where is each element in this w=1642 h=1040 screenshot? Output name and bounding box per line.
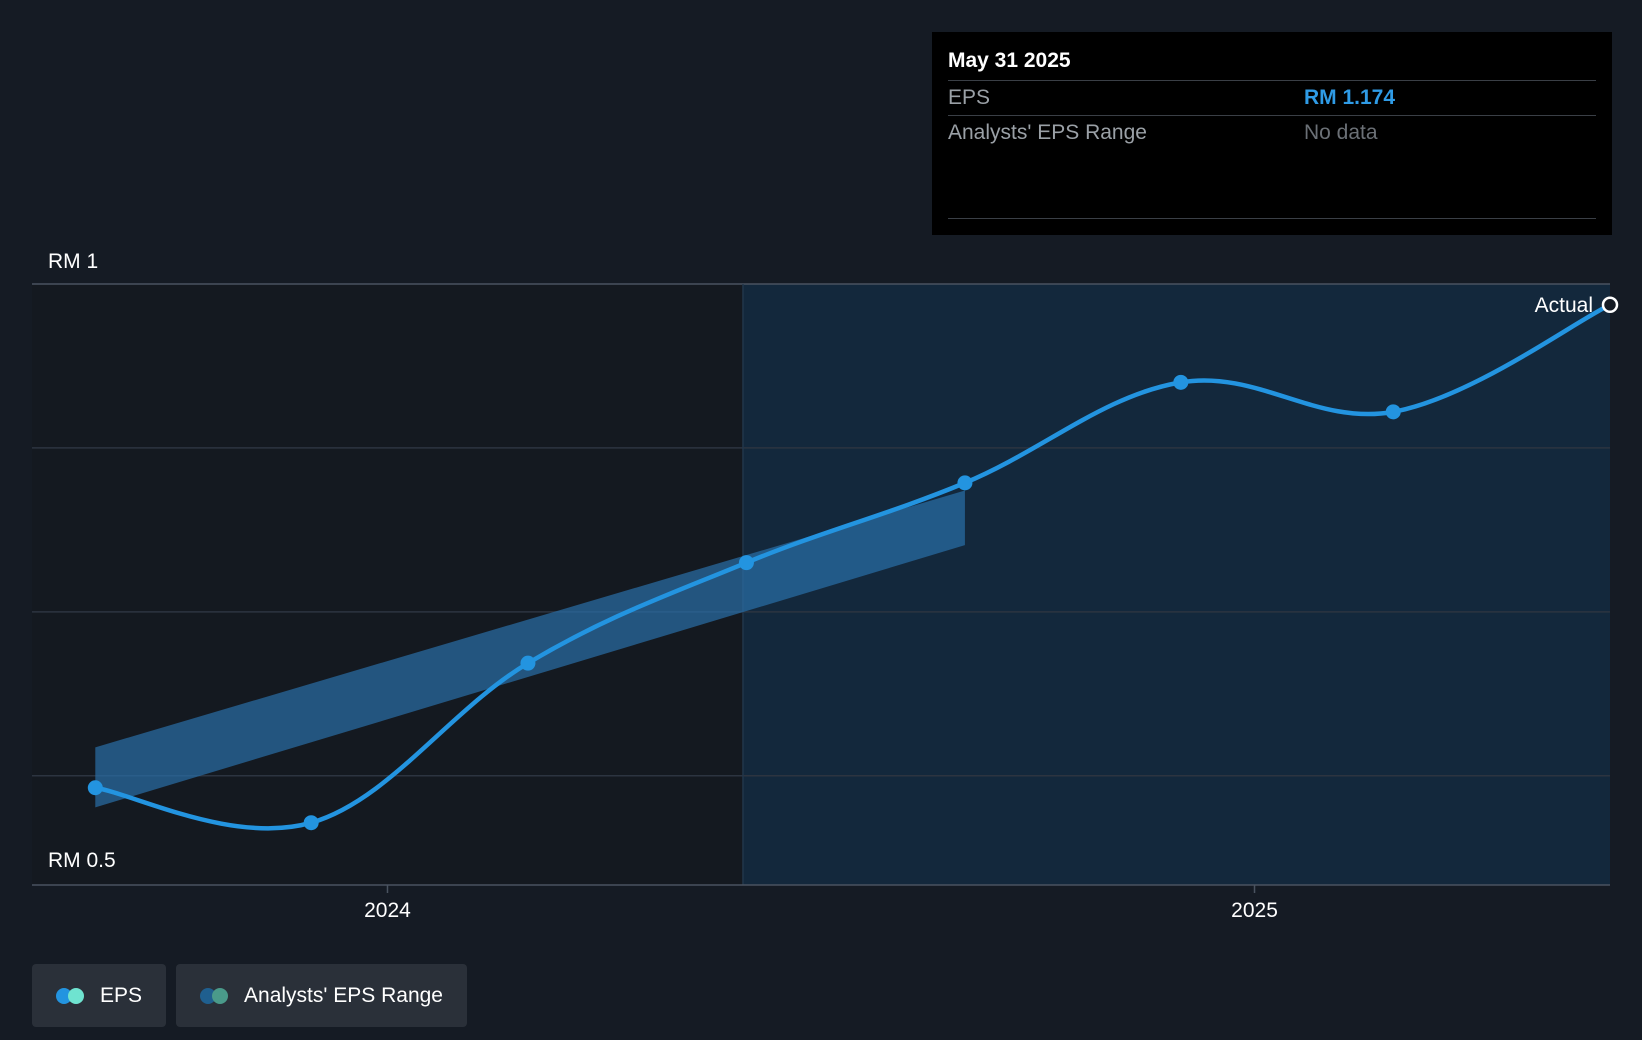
tooltip-panel: May 31 2025 EPS RM 1.174 Analysts' EPS R… xyxy=(932,32,1612,235)
legend-range-button[interactable]: Analysts' EPS Range xyxy=(176,964,467,1027)
tooltip-eps-label: EPS xyxy=(948,86,991,109)
eps-point xyxy=(957,475,973,491)
tooltip-row-eps: EPS RM 1.174 xyxy=(948,80,1596,115)
y-tick-label-bottom: RM 0.5 xyxy=(48,849,116,872)
tooltip-date: May 31 2025 xyxy=(948,49,1071,72)
eps-point-actual xyxy=(1601,296,1619,314)
forecast-region-bg xyxy=(742,284,1610,885)
legend-eps-label: EPS xyxy=(100,983,143,1007)
legend-range-label: Analysts' EPS Range xyxy=(244,983,443,1007)
x-tick-label-2024: 2024 xyxy=(364,899,411,922)
eps-series-line xyxy=(93,302,1613,831)
eps-point xyxy=(520,655,536,671)
range-legend-icon xyxy=(200,987,230,1004)
eps-point xyxy=(1173,374,1189,390)
y-tick-label-top: RM 1 xyxy=(48,250,98,273)
tooltip-range-label: Analysts' EPS Range xyxy=(948,121,1147,144)
tooltip-divider xyxy=(948,218,1596,219)
eps-point xyxy=(1385,404,1401,420)
x-tick-label-2025: 2025 xyxy=(1231,899,1278,922)
eps-data-points xyxy=(87,296,1619,831)
gridlines xyxy=(32,283,1610,777)
actual-annotation: Actual xyxy=(1535,294,1593,317)
eps-point xyxy=(87,780,103,796)
eps-legend-icon xyxy=(56,987,86,1004)
eps-point xyxy=(303,815,319,831)
tooltip-eps-value: RM 1.174 xyxy=(1304,86,1396,109)
tooltip-range-value: No data xyxy=(1304,121,1378,144)
x-axis-ticks xyxy=(386,885,1256,893)
legend: EPS Analysts' EPS Range xyxy=(32,964,467,1027)
tooltip-row-range: Analysts' EPS Range No data xyxy=(948,115,1596,150)
eps-point xyxy=(738,555,754,571)
past-region-bg xyxy=(32,284,743,885)
legend-eps-button[interactable]: EPS xyxy=(32,964,167,1027)
